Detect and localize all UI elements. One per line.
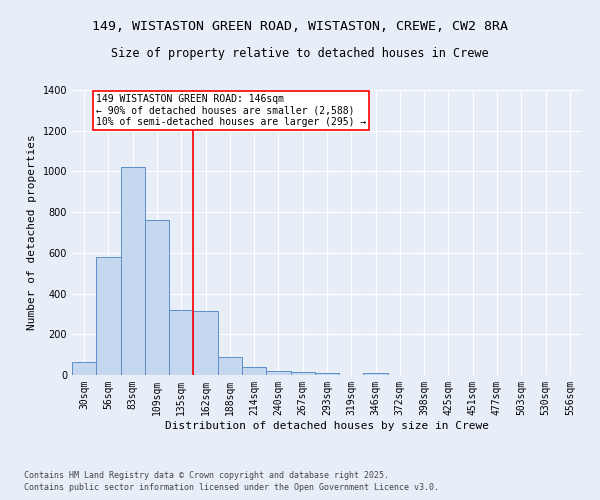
Bar xyxy=(96,257,121,375)
Text: Size of property relative to detached houses in Crewe: Size of property relative to detached ho… xyxy=(111,48,489,60)
Bar xyxy=(218,356,242,375)
Text: Contains HM Land Registry data © Crown copyright and database right 2025.: Contains HM Land Registry data © Crown c… xyxy=(24,471,389,480)
Bar xyxy=(72,362,96,375)
Bar xyxy=(242,367,266,375)
Bar xyxy=(193,311,218,375)
Text: 149 WISTASTON GREEN ROAD: 146sqm
← 90% of detached houses are smaller (2,588)
10: 149 WISTASTON GREEN ROAD: 146sqm ← 90% o… xyxy=(96,94,367,128)
Bar xyxy=(121,168,145,375)
Bar xyxy=(290,372,315,375)
Bar xyxy=(266,370,290,375)
Y-axis label: Number of detached properties: Number of detached properties xyxy=(27,134,37,330)
Bar xyxy=(364,372,388,375)
Text: 149, WISTASTON GREEN ROAD, WISTASTON, CREWE, CW2 8RA: 149, WISTASTON GREEN ROAD, WISTASTON, CR… xyxy=(92,20,508,33)
Bar xyxy=(169,310,193,375)
Bar xyxy=(315,373,339,375)
X-axis label: Distribution of detached houses by size in Crewe: Distribution of detached houses by size … xyxy=(165,420,489,430)
Bar xyxy=(145,220,169,375)
Text: Contains public sector information licensed under the Open Government Licence v3: Contains public sector information licen… xyxy=(24,484,439,492)
